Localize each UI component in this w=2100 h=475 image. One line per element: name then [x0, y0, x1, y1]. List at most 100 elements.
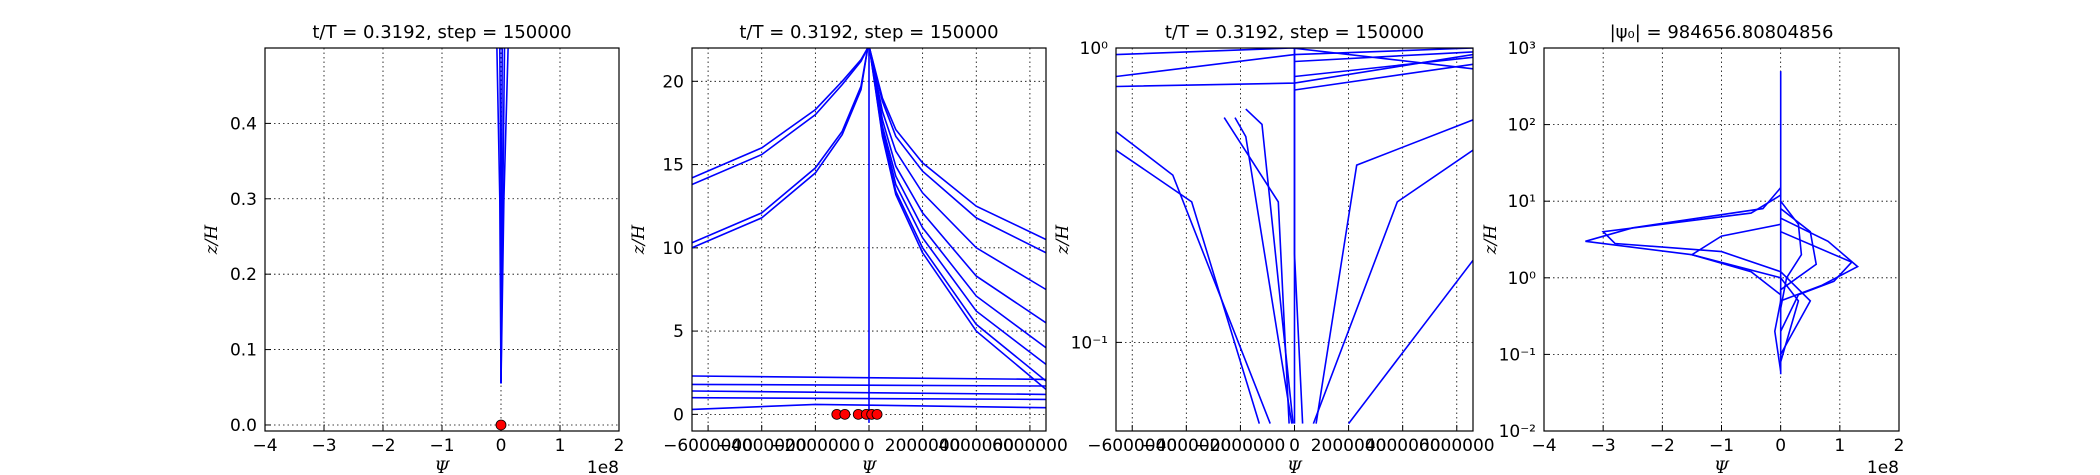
- y-tick-label: 10⁰: [1080, 39, 1109, 59]
- line: [868, 48, 1046, 366]
- line: [1779, 230, 1854, 332]
- line: [1779, 207, 1818, 318]
- line: [1294, 63, 1473, 91]
- y-tick-label: 10³: [1508, 39, 1536, 59]
- point: [839, 408, 851, 420]
- line: [692, 403, 1046, 411]
- panel: −6000000−4000000−2000000 0 200000040000006…: [629, 22, 1068, 475]
- line: [500, 48, 509, 384]
- axes-frame: [691, 47, 1047, 432]
- x-tick-label: −6000000: [1087, 436, 1177, 456]
- x-tick-label: 4000000: [938, 436, 1014, 456]
- x-tick-label: −2: [1650, 436, 1675, 456]
- x-tick-label: −3: [311, 436, 336, 456]
- x-tick-label: 2: [1894, 436, 1905, 456]
- chart-title: t/T = 0.3192, step = 150000: [739, 22, 998, 43]
- y-tick-label: 0.2: [230, 265, 257, 285]
- x-tick-label: 0: [864, 436, 875, 456]
- line: [1773, 217, 1860, 372]
- y-tick-label: 0.3: [230, 190, 257, 210]
- line: [1585, 187, 1800, 363]
- y-tick-label: 5: [673, 322, 684, 342]
- x-axis-label: Ψ: [1714, 458, 1730, 475]
- x-tick-label: 0: [496, 436, 507, 456]
- line: [1601, 194, 1812, 355]
- x-tick-label: 1: [1834, 436, 1845, 456]
- y-axis-label: z/H: [1481, 224, 1501, 256]
- point: [495, 419, 507, 431]
- x-axis-label: Ψ: [1287, 458, 1303, 475]
- axes-frame: [1543, 47, 1900, 432]
- x-tick-label: −3: [1591, 436, 1616, 456]
- x-tick-label: 2: [614, 436, 625, 456]
- y-tick-label: 15: [662, 156, 684, 176]
- x-tick-label: −4000000: [1141, 436, 1231, 456]
- y-tick-label: 0: [673, 405, 684, 425]
- line: [868, 48, 1046, 254]
- x-tick-label: 1: [555, 436, 566, 456]
- line: [868, 48, 1046, 324]
- x-tick-label: 0: [1289, 436, 1300, 456]
- line: [1116, 48, 1473, 78]
- line: [1689, 223, 1782, 296]
- x-tick-label: 6000000: [992, 436, 1068, 456]
- line: [692, 390, 1046, 396]
- line: [692, 396, 1046, 401]
- y-tick-label: 10²: [1508, 116, 1536, 136]
- chart-title: t/T = 0.3192, step = 150000: [312, 22, 571, 43]
- line: [1294, 56, 1473, 78]
- y-tick-label: 10⁰: [1508, 269, 1537, 289]
- x-tick-label: −2: [370, 436, 395, 456]
- offset-text: 1e8: [587, 458, 619, 475]
- axes-frame: [1115, 47, 1474, 432]
- line: [1223, 117, 1290, 424]
- x-tick-label: 0: [1775, 436, 1786, 456]
- panel: −4 −3 −2 −1 0 1 2 10⁻² 10⁻¹ 10⁰ 10¹ 10² 10³ |ψ₀| = 98…: [1481, 22, 1904, 475]
- x-tick-label: −4: [252, 436, 277, 456]
- panel: −6000000−4000000−2000000 0 200000040000006…: [1053, 22, 1495, 475]
- x-tick-label: 2000000: [1311, 436, 1387, 456]
- x-tick-label: −2000000: [1195, 436, 1285, 456]
- line: [1234, 117, 1293, 424]
- y-axis-label: z/H: [202, 224, 222, 256]
- line: [868, 48, 1046, 391]
- y-tick-label: 10: [662, 239, 684, 259]
- y-tick-label: 20: [662, 72, 684, 92]
- y-tick-label: 0.1: [230, 341, 257, 361]
- line: [1779, 200, 1803, 309]
- y-tick-label: 10⁻²: [1499, 422, 1536, 442]
- x-tick-label: 4000000: [1365, 436, 1441, 456]
- y-axis-label: z/H: [629, 224, 649, 256]
- x-tick-label: −2000000: [770, 436, 860, 456]
- x-axis-label: Ψ: [862, 458, 878, 475]
- x-tick-label: −1: [1709, 436, 1734, 456]
- panel: −4 −3 −2 −1 0 1 2 0.0 0.1 0.2 0.3 0.4 t/T = 0.3192, …: [202, 22, 624, 475]
- line: [1116, 48, 1473, 70]
- line: [1347, 259, 1473, 425]
- chart-title: t/T = 0.3192, step = 150000: [1165, 22, 1424, 43]
- line: [1116, 130, 1271, 424]
- line: [868, 48, 1046, 291]
- line: [1245, 108, 1294, 424]
- y-axis-label: z/H: [1053, 224, 1073, 256]
- y-tick-label: 10¹: [1508, 192, 1536, 212]
- line: [692, 383, 1046, 387]
- line: [692, 48, 869, 186]
- y-tick-label: 0.0: [230, 416, 257, 436]
- line: [692, 48, 869, 249]
- y-tick-label: 0.4: [230, 114, 257, 134]
- line: [1312, 149, 1473, 424]
- x-tick-label: 2000000: [885, 436, 961, 456]
- y-tick-label: 10⁻¹: [1499, 345, 1536, 365]
- x-tick-label: 6000000: [1419, 436, 1495, 456]
- x-tick-label: −1: [429, 436, 454, 456]
- axes-frame: [264, 47, 620, 432]
- line: [1315, 119, 1473, 424]
- line: [692, 48, 869, 244]
- offset-text: 1e8: [1867, 458, 1899, 475]
- line: [692, 48, 869, 179]
- x-axis-label: Ψ: [435, 458, 451, 475]
- line: [1293, 48, 1304, 424]
- chart-title: |ψ₀| = 984656.80804856: [1610, 22, 1834, 43]
